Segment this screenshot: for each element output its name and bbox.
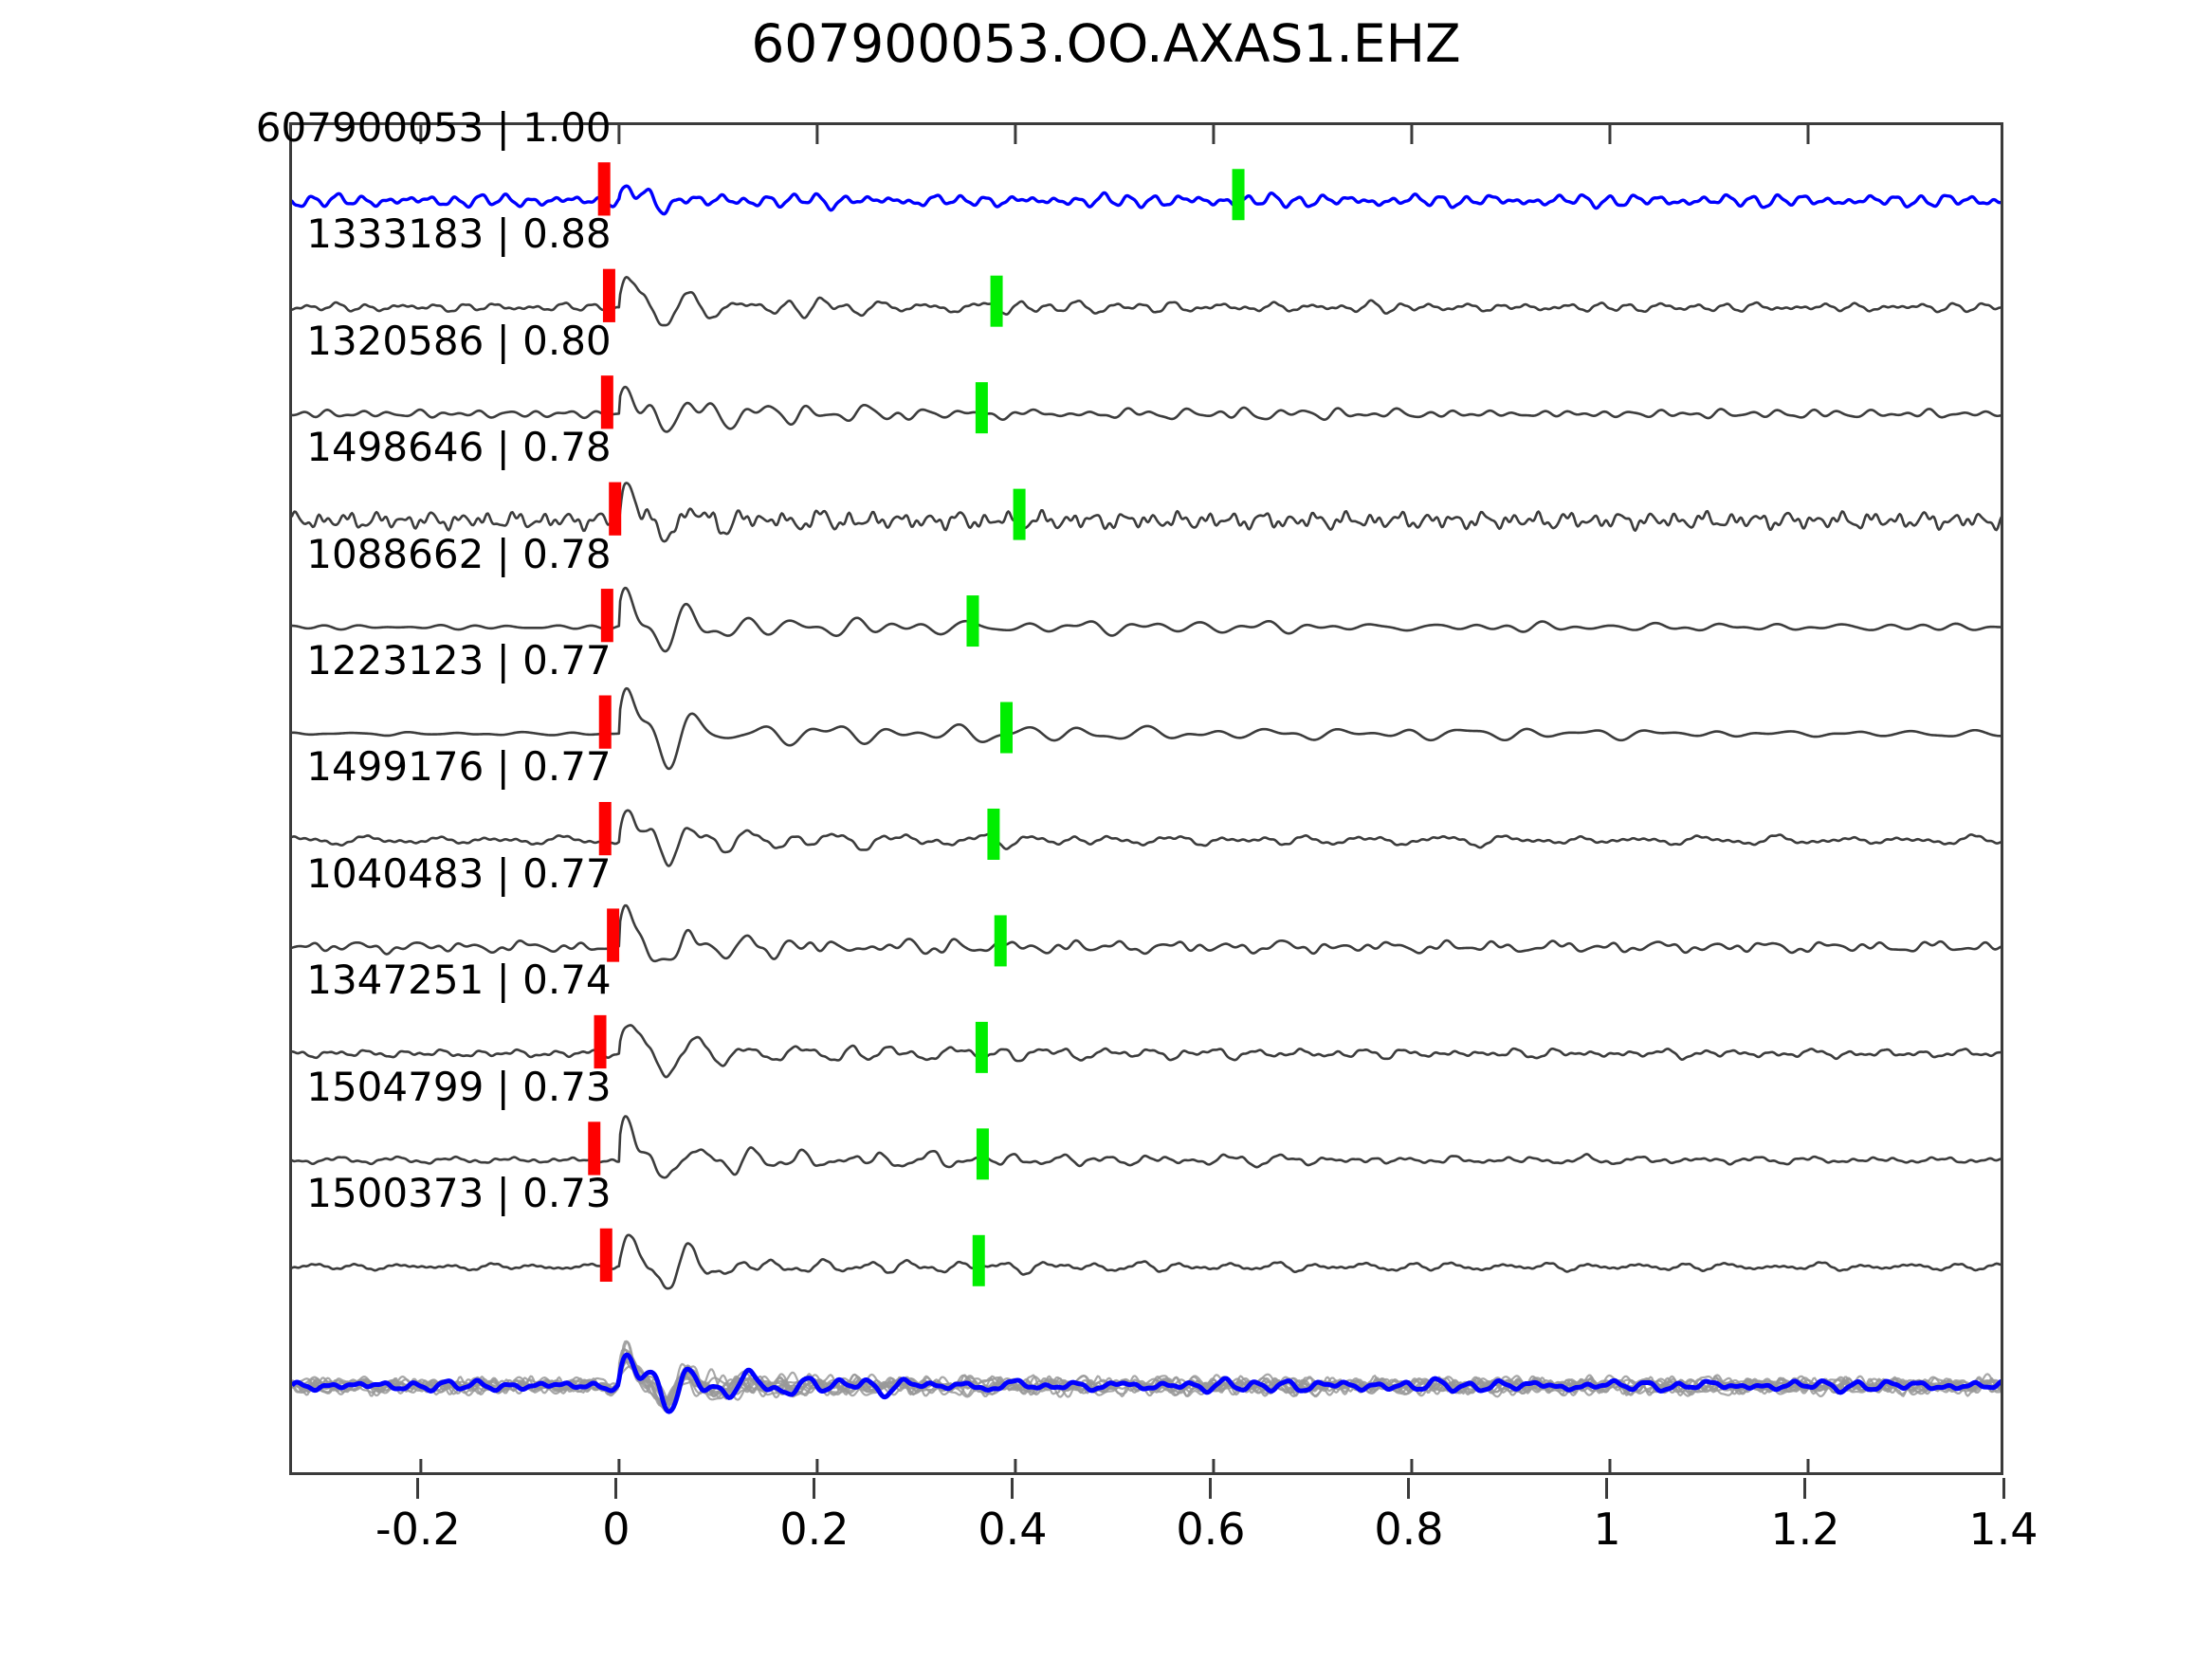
plot-frame [289, 122, 2003, 1475]
p-pick-marker [594, 1014, 607, 1069]
x-axis-tick-label: 0.6 [1176, 1504, 1246, 1555]
waveform-trace [292, 276, 2001, 327]
waveform-trace [292, 586, 2001, 653]
stack-mean-trace [292, 1352, 2001, 1414]
p-pick-marker [602, 268, 615, 322]
x-axis-tick [2002, 1478, 2005, 1499]
trace-label: 1498646 | 0.78 [306, 424, 612, 471]
x-axis-tick [1011, 1478, 1015, 1499]
waveform-trace [292, 385, 2001, 433]
waveform-trace [292, 482, 2001, 543]
p-pick-marker [599, 1228, 612, 1283]
trace-label: 1223123 | 0.77 [306, 637, 612, 684]
waveform-trace [292, 1115, 2001, 1179]
trace-label: 1499176 | 0.77 [306, 743, 612, 791]
s-pick-marker [1232, 169, 1245, 221]
waveform-trace [292, 686, 2001, 771]
x-axis-tick [813, 1478, 816, 1499]
s-pick-marker [975, 382, 988, 434]
p-pick-marker [597, 162, 611, 216]
x-axis-tick-label: 0.2 [779, 1504, 850, 1555]
s-pick-marker [987, 808, 1000, 860]
x-axis-tick-label: 1 [1593, 1504, 1621, 1555]
waveform-trace [292, 809, 2001, 867]
p-pick-marker [598, 695, 612, 749]
trace-label: 1088662 | 0.78 [306, 530, 612, 577]
trace-label: 1504799 | 0.73 [306, 1063, 612, 1110]
s-pick-marker [966, 595, 979, 647]
x-axis-tick-label: 0.8 [1374, 1504, 1444, 1555]
trace-label: 1040483 | 0.77 [306, 849, 612, 897]
s-pick-marker [975, 1021, 988, 1073]
p-pick-marker [598, 801, 612, 856]
s-pick-marker [972, 1234, 985, 1286]
trace-label: 1347251 | 0.74 [306, 957, 612, 1004]
x-axis-tick-label: 0.4 [978, 1504, 1048, 1555]
waveform-trace [292, 1024, 2001, 1079]
trace-label: 1320586 | 0.80 [306, 317, 612, 364]
x-axis-tick-label: 1.4 [1968, 1504, 2038, 1555]
s-pick-marker [990, 275, 1003, 327]
s-pick-marker [1013, 488, 1026, 540]
x-axis-tick-label: 0 [602, 1504, 631, 1555]
x-axis-tick-label: -0.2 [375, 1504, 461, 1555]
x-axis-tick [1209, 1478, 1213, 1499]
p-pick-marker [600, 589, 613, 643]
x-axis-tick [614, 1478, 618, 1499]
trace-label: 607900053 | 1.00 [255, 103, 612, 151]
page-title: 607900053.OO.AXAS1.EHZ [751, 13, 1461, 74]
p-pick-marker [588, 1121, 601, 1176]
x-axis-tick [1605, 1478, 1609, 1499]
plot-clip [292, 125, 2001, 1472]
p-pick-marker [609, 482, 622, 536]
stack-overlay-trace [292, 1351, 2001, 1406]
x-axis-tick [1803, 1478, 1807, 1499]
x-axis-tick [1407, 1478, 1411, 1499]
trace-label: 1333183 | 0.88 [306, 210, 612, 258]
trace-label: 1500373 | 0.73 [306, 1170, 612, 1217]
x-axis-tick [416, 1478, 420, 1499]
s-pick-marker [994, 915, 1007, 967]
stack-overlay-trace [292, 1340, 2001, 1413]
x-axis-tick-label: 1.2 [1770, 1504, 1840, 1555]
s-pick-marker [976, 1128, 989, 1180]
waveform-canvas [292, 125, 2001, 1472]
s-pick-marker [1000, 702, 1014, 754]
waveform-trace [292, 184, 2001, 216]
waveform-trace [292, 903, 2001, 963]
stack-overlay-trace [292, 1340, 2001, 1406]
p-pick-marker [607, 908, 620, 962]
waveform-trace [292, 1233, 2001, 1290]
p-pick-marker [600, 375, 613, 429]
